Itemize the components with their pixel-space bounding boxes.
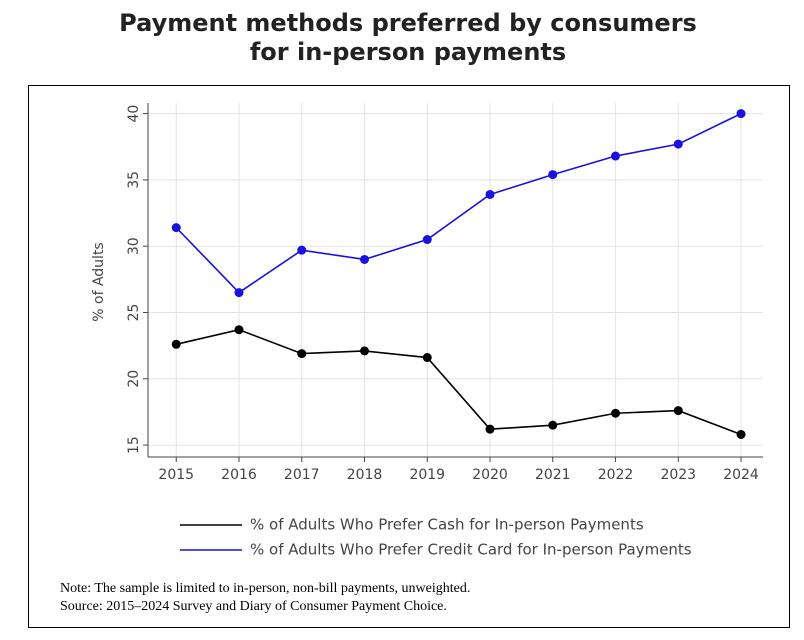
x-tick-label: 2018: [347, 467, 383, 483]
series-line: [175, 112, 742, 294]
series-line: [176, 328, 742, 436]
point: [422, 353, 432, 363]
y-tick-label: 15: [126, 436, 142, 454]
note: Source: 2015–2024 Survey and Diary of Co…: [60, 599, 447, 614]
point: [171, 223, 181, 233]
note: Note: The sample is limited to in-person…: [60, 581, 470, 596]
point: [360, 346, 370, 356]
y-tick-label: 40: [126, 105, 142, 123]
point: [297, 245, 307, 255]
frame: [28, 85, 790, 628]
point: [485, 424, 495, 434]
point: [548, 170, 558, 180]
legend-label: % of Adults Who Prefer Credit Card for I…: [250, 541, 692, 559]
point: [611, 408, 621, 418]
point: [360, 254, 370, 264]
point: [171, 339, 181, 349]
point: [234, 288, 244, 298]
point: [736, 109, 746, 119]
point: [736, 429, 746, 439]
x-tick-label: 2021: [535, 467, 571, 483]
point: [611, 151, 621, 161]
x-tick-label: 2017: [284, 467, 320, 483]
x-tick-label: 2020: [472, 467, 508, 483]
point: [297, 349, 307, 359]
x-tick-label: 2024: [723, 467, 759, 483]
point: [548, 420, 558, 430]
chart-title: for in-person payments: [250, 38, 566, 66]
point: [673, 139, 683, 149]
x-tick-label: 2019: [409, 467, 445, 483]
y-axis-label: % of Adults: [91, 242, 107, 321]
legend-label: % of Adults Who Prefer Cash for In-perso…: [250, 516, 644, 534]
chart-title: Payment methods preferred by consumers: [119, 9, 697, 37]
y-tick-label: 20: [126, 370, 142, 388]
point: [422, 235, 432, 245]
x-tick-label: 2022: [598, 467, 634, 483]
y-tick-label: 30: [126, 237, 142, 255]
point: [673, 406, 683, 416]
point: [234, 325, 244, 335]
x-tick-label: 2015: [158, 467, 194, 483]
x-tick-label: 2016: [221, 467, 257, 483]
y-tick-label: 25: [126, 304, 142, 322]
x-tick-label: 2023: [660, 467, 696, 483]
point: [485, 189, 495, 199]
y-tick-label: 35: [126, 171, 142, 189]
